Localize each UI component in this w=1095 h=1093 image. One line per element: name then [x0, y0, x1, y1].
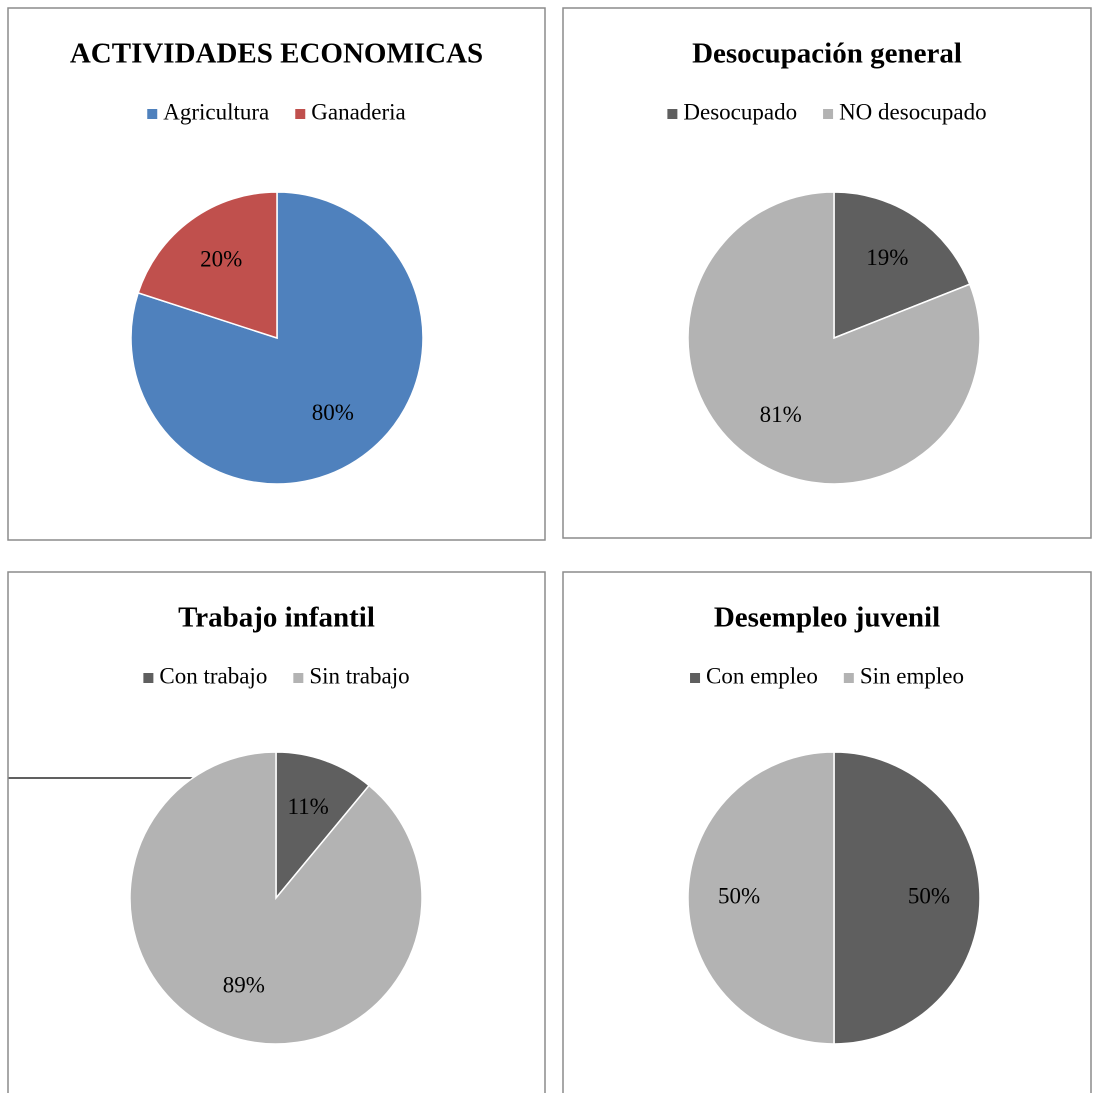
pie-slice — [687, 751, 835, 1045]
legend: Con empleo Sin empleo — [690, 663, 964, 688]
legend-label: NO desocupado — [839, 99, 987, 124]
chart-border — [7, 7, 546, 541]
legend-swatch — [823, 109, 834, 119]
legend-label: Ganaderia — [311, 99, 406, 124]
pie-chart: ACTIVIDADES ECONOMICAS Agricultura Ganader… — [7, 7, 546, 541]
legend-label: Agricultura — [163, 99, 269, 124]
chart-title: Desocupación general — [692, 38, 962, 70]
chart-border — [562, 571, 1092, 1093]
pie-slice — [687, 191, 981, 485]
slice-label: 50% — [908, 883, 950, 908]
chart-border — [562, 7, 1092, 539]
legend: Con trabajo Sin trabajo — [143, 663, 410, 688]
legend-swatch — [147, 109, 158, 119]
legend: Desocupado NO desocupado — [667, 99, 987, 124]
slice-label: 80% — [312, 400, 354, 425]
chart-title: Trabajo infantil — [178, 602, 375, 634]
chart-title: ACTIVIDADES ECONOMICAS — [70, 38, 483, 70]
legend-swatch — [293, 673, 304, 683]
chart-title: Desempleo juvenil — [714, 602, 940, 634]
legend-label: Desocupado — [683, 99, 797, 124]
pie-chart: Desocupación general Desocupado NO desocup… — [562, 7, 1092, 539]
slice-label: 19% — [866, 245, 908, 270]
pie-slice — [129, 751, 423, 1045]
pie-chart: Trabajo infantil Con trabajo Sin trabajo 11… — [7, 571, 546, 1093]
slice-label: 20% — [200, 247, 242, 272]
legend-label: Con trabajo — [159, 663, 267, 688]
legend-swatch — [143, 673, 154, 683]
legend-swatch — [667, 109, 678, 119]
slice-label: 89% — [223, 973, 265, 998]
pie-slice — [137, 191, 278, 340]
legend-swatch — [843, 673, 854, 683]
pie-slice — [833, 191, 971, 340]
legend-label: Sin empleo — [860, 663, 964, 688]
slice-label: 81% — [760, 402, 802, 427]
pie-slice — [833, 751, 981, 1045]
legend-label: Con empleo — [706, 663, 818, 688]
legend-label: Sin trabajo — [309, 663, 409, 688]
slice-label: 50% — [718, 883, 760, 908]
slice-label: 11% — [287, 794, 328, 819]
legend-swatch — [690, 673, 701, 683]
chart-border — [7, 571, 546, 1093]
legend-swatch — [295, 109, 306, 119]
legend: Agricultura Ganaderia — [147, 99, 406, 124]
pie-slice — [275, 751, 371, 901]
pie-chart: Desempleo juvenil Con empleo Sin empleo 50%… — [562, 571, 1092, 1093]
